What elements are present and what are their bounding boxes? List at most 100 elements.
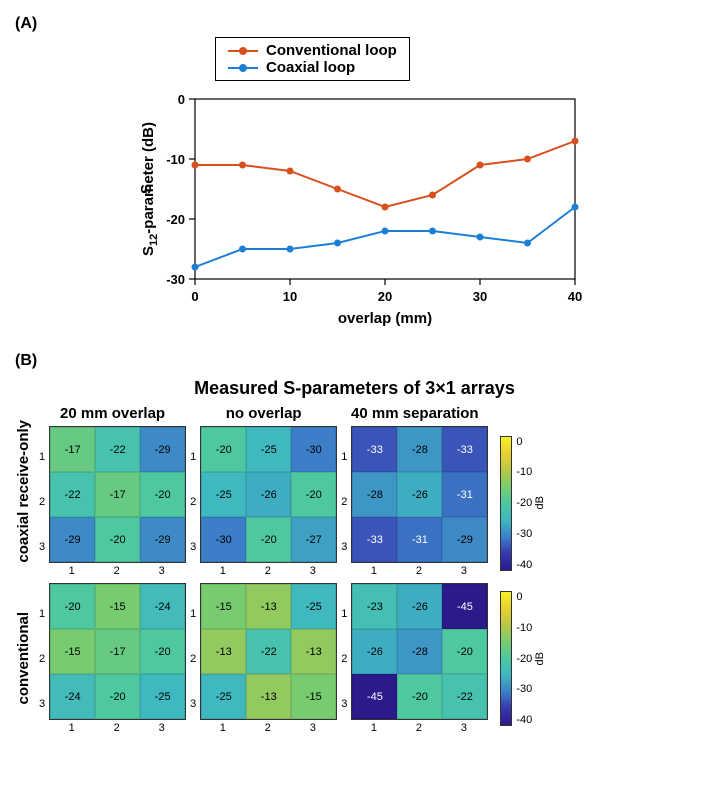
heatmap-cell: -25 [140,674,185,719]
panel-b-title: Measured S-parameters of 3×1 arrays [15,378,694,399]
svg-text:10: 10 [283,289,297,304]
svg-text:40: 40 [568,289,582,304]
heatmap-group: 123 -20-15-24-15-17-20-24-20-25 123 [39,583,186,734]
heatmap: 123 -15-13-25-13-22-13-25-13-15 123 [190,583,337,734]
x-ticks: 123 [49,722,184,734]
heatmap-cell: -13 [201,629,246,674]
heatmap-cell: -29 [140,427,185,472]
heatmap-cell: -15 [201,584,246,629]
legend-marker-icon [228,50,258,52]
heatmap-cell: -24 [140,584,185,629]
panel-a: (A) Conventional loop Coaxial loop 0 10 20… [15,15,694,334]
x-ticks: 123 [351,722,486,734]
heatmap-cell: -29 [50,517,95,562]
heatmap-cell: -31 [397,517,442,562]
heatmap-grid: -17-22-29-22-17-20-29-20-29 [49,426,186,563]
heatmap-grid: -33-28-33-28-26-31-33-31-29 [351,426,488,563]
heatmap-cell: -26 [397,472,442,517]
heatmap: 123-33-28-33-28-26-31-33-31-29123 [341,426,488,577]
heatmap-grid: -20-15-24-15-17-20-24-20-25 [49,583,186,720]
heatmap-group: no overlap 123 -20-25-30-25-26-20-30-20-27… [190,405,337,577]
heatmap-cell: -45 [442,584,487,629]
svg-text:overlap (mm): overlap (mm) [338,310,432,327]
heatmap: 123-23-26-45-26-28-20-45-20-22123 [341,583,488,734]
colorbar-label: dB [534,652,546,665]
heatmap-cell: -23 [352,584,397,629]
legend-item-coaxial: Coaxial loop [228,59,397,76]
heatmap-cell: -13 [246,674,291,719]
heatmap-cell: -28 [352,472,397,517]
heatmap-cell: -20 [442,629,487,674]
heatmap-cell: -22 [246,629,291,674]
heatmap-grid: -15-13-25-13-22-13-25-13-15 [200,583,337,720]
svg-text:20: 20 [378,289,392,304]
legend-label: Conventional loop [266,42,397,59]
heatmap-cell: -15 [95,584,140,629]
colorbar: 0-10-20-30-40dB [500,436,546,571]
heatmap: 123 -20-15-24-15-17-20-24-20-25 123 [39,583,186,734]
heatmap-cell: -17 [95,629,140,674]
heatmap-group: 40 mm separation123-33-28-33-28-26-31-33… [341,405,488,577]
legend: Conventional loop Coaxial loop [215,37,410,81]
heatmap-cell: -25 [201,674,246,719]
heatmap: 123 -17-22-29-22-17-20-29-20-29 123 [39,426,186,577]
y-ticks: 123 [190,434,196,569]
svg-text:30: 30 [473,289,487,304]
panel-b-label: (B) [15,352,694,370]
heatmap-grid: -20-25-30-25-26-20-30-20-27 [200,426,337,563]
line-chart: 010203040-30-20-100overlap (mm)S S12-par… [135,89,694,334]
col-title: 20 mm overlap [60,405,165,422]
heatmap-section: coaxial receive-only20 mm overlap123-17-… [15,405,694,734]
x-ticks: 123 [49,565,184,577]
heatmap-cell: -22 [50,472,95,517]
legend-label: Coaxial loop [266,59,355,76]
heatmap-group: 20 mm overlap 123 -17-22-29-22-17-20-29-20… [39,405,186,577]
heatmap-cell: -30 [291,427,336,472]
heatmap-cell: -29 [140,517,185,562]
heatmap-cell: -33 [352,517,397,562]
heatmap-cell: -28 [397,427,442,472]
heatmap-cell: -17 [95,472,140,517]
heatmap-cell: -13 [291,629,336,674]
svg-text:S12-parameter (dB): S12-parameter (dB) [140,122,160,256]
svg-text:-20: -20 [166,212,185,227]
heatmap-cell: -20 [95,674,140,719]
heatmap-cell: -22 [442,674,487,719]
heatmap-cell: -20 [291,472,336,517]
heatmap-group: 123 -15-13-25-13-22-13-25-13-15 123 [190,583,337,734]
heatmap-cell: -30 [201,517,246,562]
x-ticks: 123 [200,722,335,734]
heatmap-cell: -20 [246,517,291,562]
y-ticks: 123 [190,591,196,726]
heatmap-cell: -26 [246,472,291,517]
heatmap-cell: -15 [50,629,95,674]
x-ticks: 123 [351,565,486,577]
heatmap-cell: -13 [246,584,291,629]
col-title: no overlap [226,405,302,422]
line-chart-svg: 010203040-30-20-100overlap (mm)S S12-par… [135,89,595,329]
svg-text:0: 0 [191,289,198,304]
y-ticks: 123 [39,591,45,726]
svg-text:0: 0 [178,92,185,107]
heatmap-cell: -17 [50,427,95,472]
heatmap-cell: -26 [352,629,397,674]
heatmap-cell: -25 [291,584,336,629]
x-ticks: 123 [200,565,335,577]
heatmap-cell: -26 [397,584,442,629]
colorbar-label: dB [534,496,546,509]
heatmap-cell: -20 [140,472,185,517]
y-ticks: 123 [39,434,45,569]
heatmap-cell: -20 [95,517,140,562]
heatmap-cell: -29 [442,517,487,562]
panel-a-label: (A) [15,15,694,33]
heatmap-cell: -33 [442,427,487,472]
heatmap-group: 123-23-26-45-26-28-20-45-20-22123 [341,583,488,734]
legend-item-conventional: Conventional loop [228,42,397,59]
heatmap-cell: -20 [140,629,185,674]
col-title: 40 mm separation [351,405,479,422]
svg-text:-10: -10 [166,152,185,167]
legend-marker-icon [228,67,258,69]
heatmap-cell: -24 [50,674,95,719]
heatmap-cell: -31 [442,472,487,517]
row-label: conventional [15,612,35,705]
